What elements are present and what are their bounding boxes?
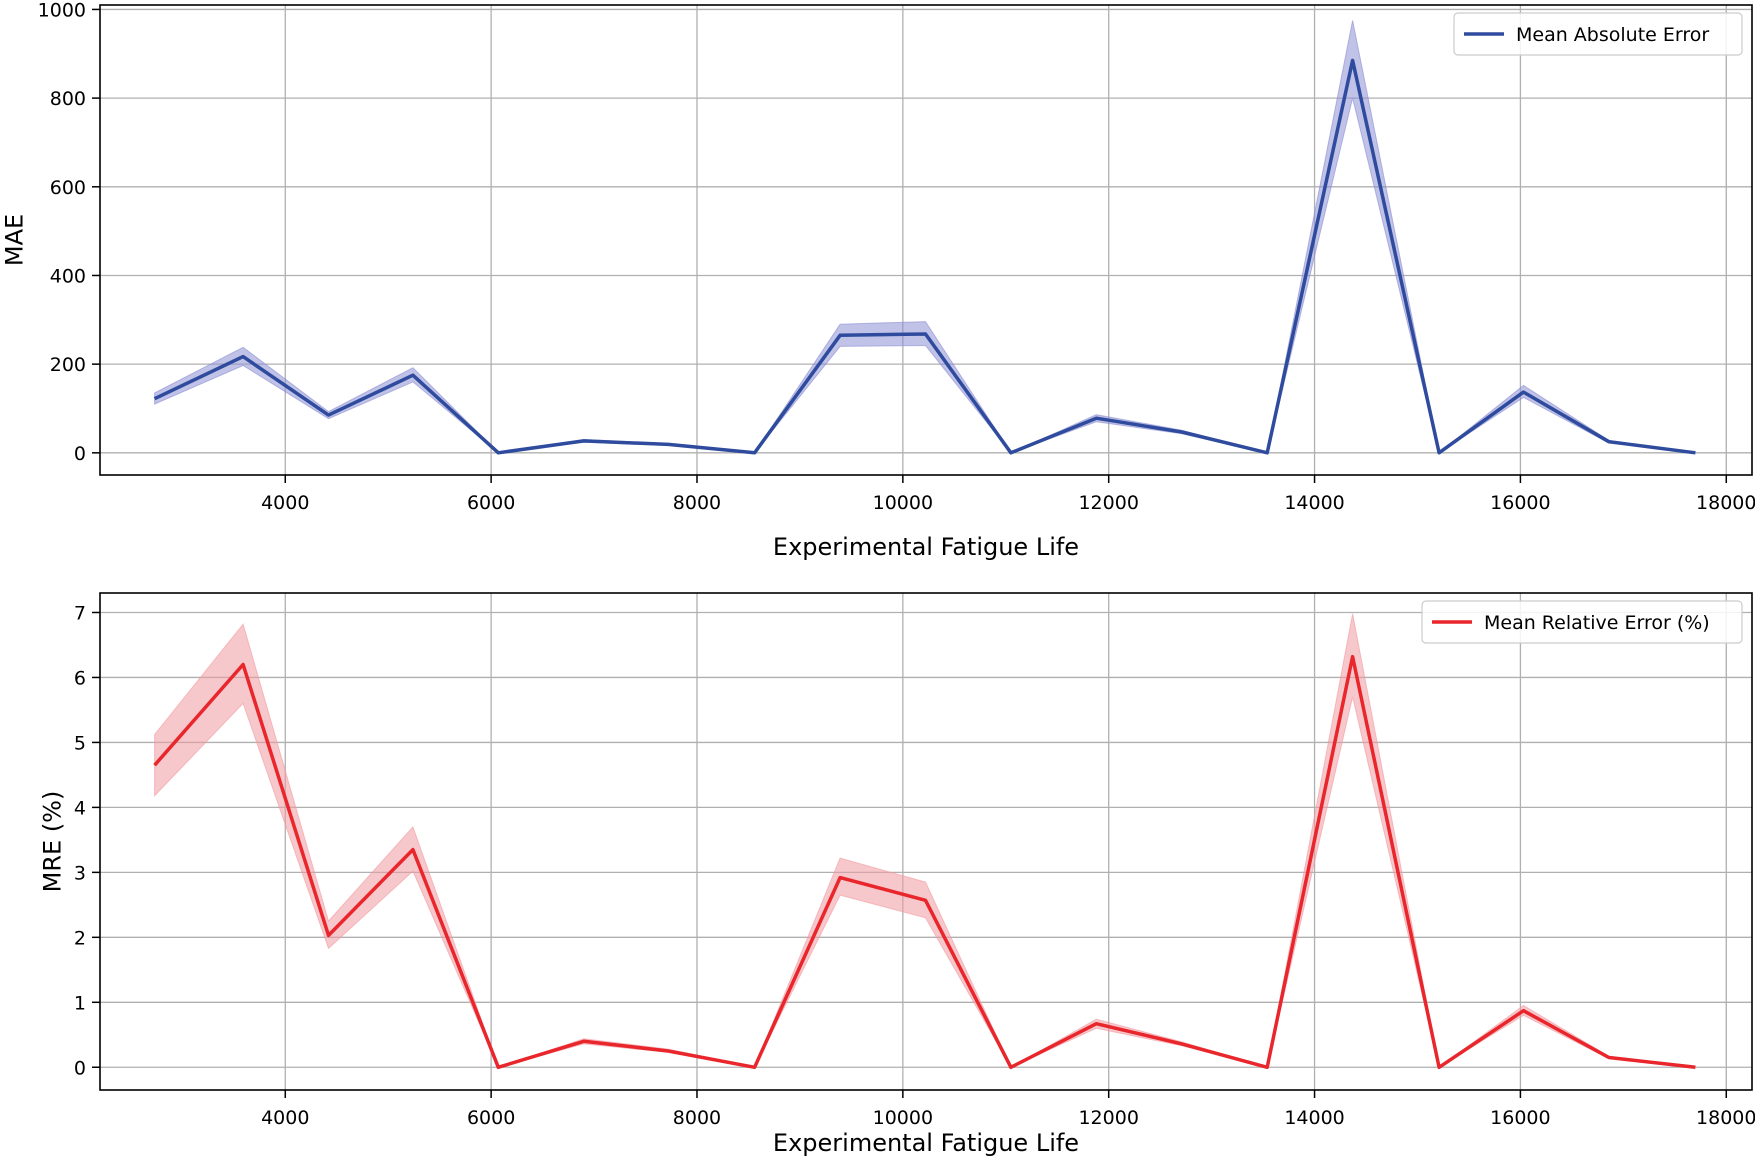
mae-x-tick-label: 6000 — [467, 492, 515, 514]
mre-x-tick-label: 16000 — [1490, 1107, 1550, 1129]
mre-legend-label: Mean Relative Error (%) — [1484, 612, 1710, 634]
mae-x-axis-label: Experimental Fatigue Life — [773, 533, 1079, 561]
mae-x-tick-label: 12000 — [1078, 492, 1138, 514]
mre-line-layer — [153, 654, 1696, 1070]
mre-legend: Mean Relative Error (%) — [1421, 600, 1743, 644]
mae-line-layer — [153, 58, 1696, 455]
mre-legend-box — [1421, 600, 1743, 644]
mae-y-axis-label: MAE — [0, 214, 28, 266]
mae-x-tick-label: 8000 — [673, 492, 721, 514]
mae-y-tick-label: 200 — [50, 354, 86, 376]
mae-x-tick-label: 4000 — [261, 492, 309, 514]
mae-chart: 4000 6000 8000 10000 12000 14000 16000 18000 0 20… — [0, 0, 1755, 561]
mre-x-tick-label: 12000 — [1078, 1107, 1138, 1129]
mre-y-tick-label: 5 — [74, 732, 86, 754]
mre-y-axis-label: MRE (%) — [38, 791, 66, 893]
mre-x-axis-label: Experimental Fatigue Life — [773, 1129, 1079, 1157]
mre-x-tick-label: 4000 — [261, 1107, 309, 1129]
mae-legend: Mean Absolute Error — [1453, 12, 1743, 56]
mae-ticks: 4000 6000 8000 10000 12000 14000 16000 18000 0 20… — [38, 0, 1755, 514]
mre-series-line — [153, 654, 1696, 1070]
mae-series-line — [153, 58, 1696, 455]
mre-x-tick-label: 18000 — [1696, 1107, 1755, 1129]
mre-y-tick-label: 2 — [74, 927, 86, 949]
mae-x-tick-label: 10000 — [873, 492, 933, 514]
mae-legend-box — [1453, 12, 1743, 56]
mre-y-tick-label: 7 — [74, 602, 86, 624]
mae-y-tick-label: 400 — [50, 265, 86, 287]
mre-y-tick-label: 0 — [74, 1057, 86, 1079]
mae-grid — [100, 5, 1752, 475]
mre-x-tick-label: 10000 — [873, 1107, 933, 1129]
mae-y-tick-label: 0 — [74, 443, 86, 465]
mre-x-tick-label: 6000 — [467, 1107, 515, 1129]
mre-x-tick-label: 14000 — [1284, 1107, 1344, 1129]
mae-y-tick-label: 800 — [50, 88, 86, 110]
mre-x-tick-label: 8000 — [673, 1107, 721, 1129]
mae-x-tick-label: 14000 — [1284, 492, 1344, 514]
mae-legend-label: Mean Absolute Error — [1516, 24, 1709, 46]
mae-y-tick-label: 600 — [50, 177, 86, 199]
mae-y-tick-label: 1000 — [38, 0, 86, 21]
mae-axes-frame — [99, 4, 1753, 476]
mre-y-tick-label: 3 — [74, 862, 86, 884]
mre-ticks: 4000 6000 8000 10000 12000 14000 16000 18000 0 1 2… — [74, 602, 1755, 1129]
mre-y-tick-label: 1 — [74, 992, 86, 1014]
mae-x-tick-label: 16000 — [1490, 492, 1550, 514]
mre-chart: 4000 6000 8000 10000 12000 14000 16000 18000 0 1 2… — [38, 592, 1755, 1157]
mae-x-tick-label: 18000 — [1696, 492, 1755, 514]
mre-axes-frame — [99, 592, 1753, 1091]
mre-y-tick-label: 4 — [74, 797, 86, 819]
mre-y-tick-label: 6 — [74, 667, 86, 689]
